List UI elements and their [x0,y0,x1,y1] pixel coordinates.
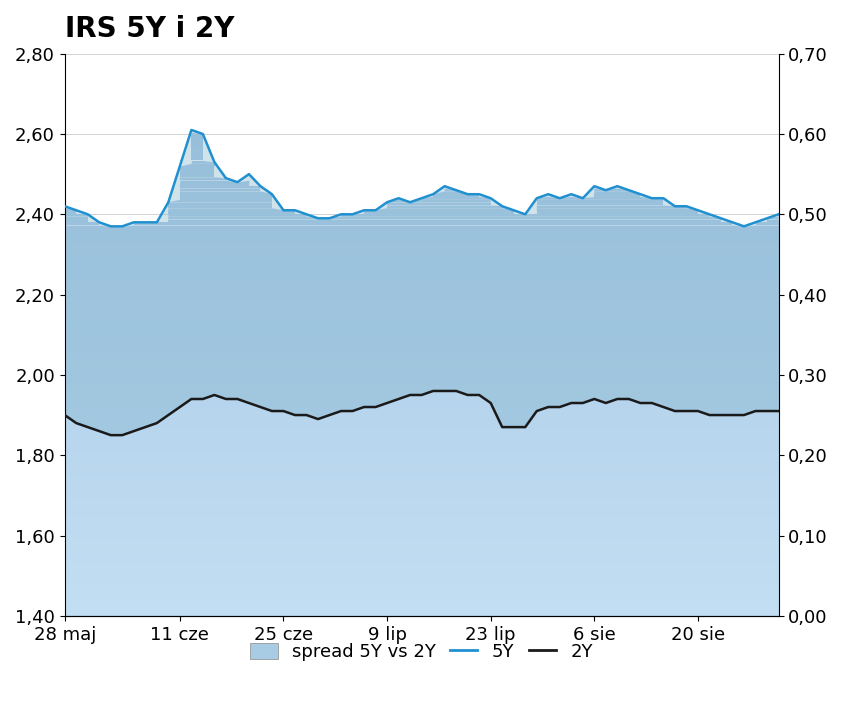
Text: IRS 5Y i 2Y: IRS 5Y i 2Y [65,15,234,43]
Legend: spread 5Y vs 2Y, 5Y, 2Y: spread 5Y vs 2Y, 5Y, 2Y [244,636,600,669]
